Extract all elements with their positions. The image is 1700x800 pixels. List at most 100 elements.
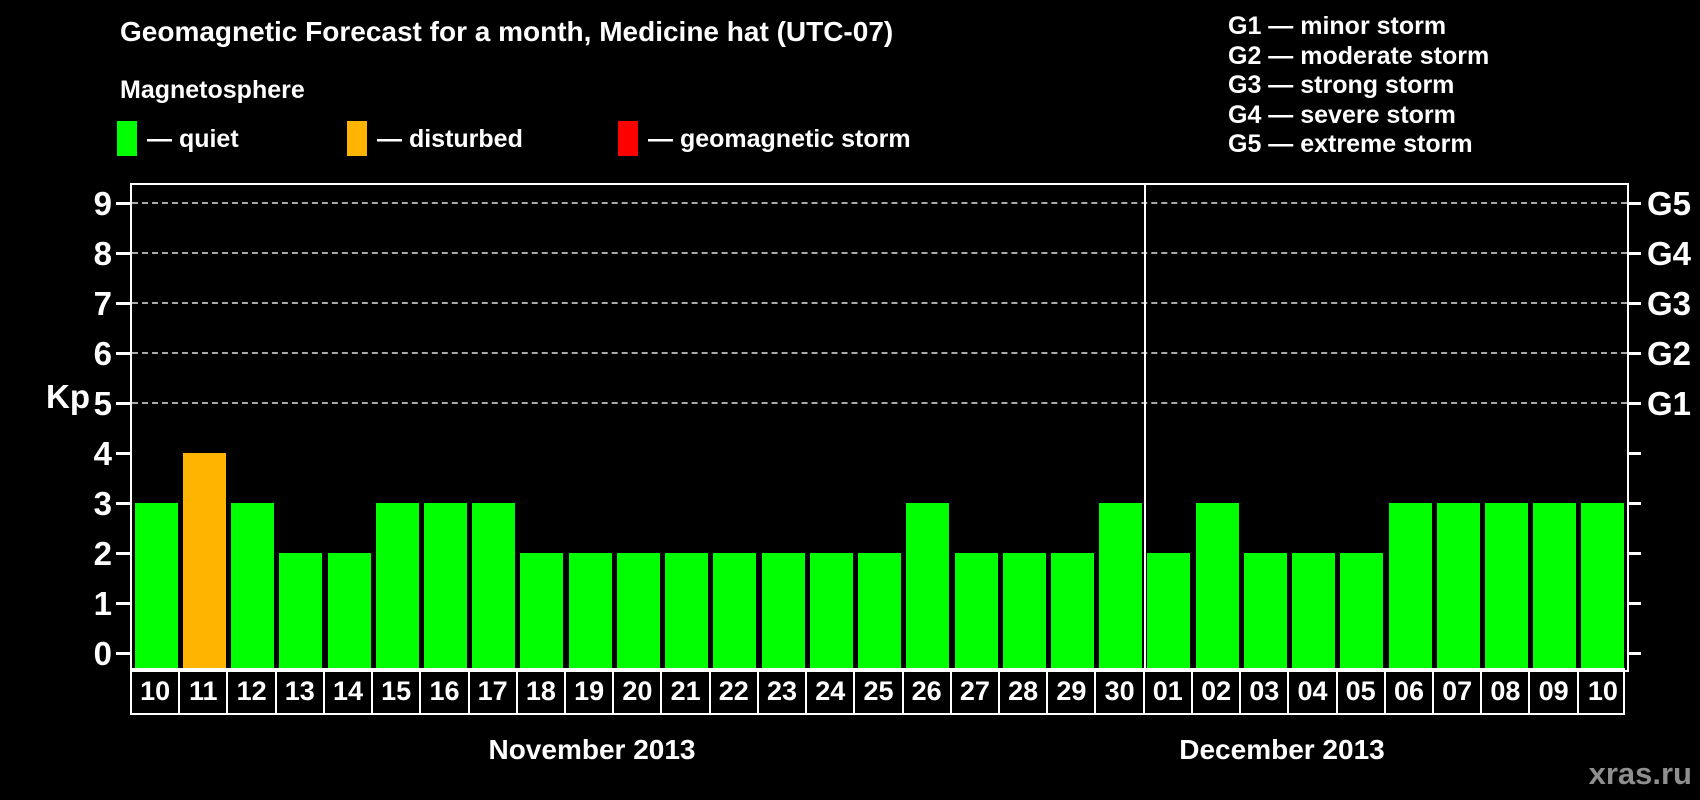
right-axis-tick: [1627, 202, 1641, 205]
date-cell: 23: [759, 670, 808, 713]
date-cell: 01: [1145, 670, 1193, 713]
date-cell: 24: [807, 670, 856, 713]
kp-bar: [1388, 503, 1432, 670]
date-cell: 20: [614, 670, 663, 713]
date-cell: 30: [1097, 670, 1145, 713]
kp-bar: [906, 503, 950, 670]
date-cell: 13: [277, 670, 325, 713]
gridline: [132, 252, 1627, 254]
g-scale-legend-line: G1 — minor storm: [1228, 12, 1447, 40]
y-axis-title: Kp: [46, 378, 90, 415]
kp-bar: [1581, 503, 1625, 670]
g-scale-legend-line: G5 — extreme storm: [1228, 130, 1473, 158]
kp-bar: [809, 553, 853, 670]
g-level-label: G1: [1647, 385, 1692, 422]
kp-bar: [1002, 553, 1046, 670]
y-tick-label: 9: [93, 185, 112, 222]
month-label-december: December 2013: [1179, 734, 1385, 765]
date-cell: 18: [518, 670, 566, 713]
storm-legend-swatch: [618, 121, 638, 156]
kp-bar: [182, 453, 226, 670]
date-cell: 29: [1048, 670, 1097, 713]
kp-bar: [231, 503, 275, 670]
date-cell: 22: [711, 670, 759, 713]
kp-bar: [1533, 503, 1577, 670]
date-cell: 28: [1000, 670, 1049, 713]
y-axis-tick: [116, 502, 130, 505]
y-tick-label: 5: [93, 385, 112, 422]
kp-bar: [1484, 503, 1528, 670]
g-scale-legend-line: G4 — severe storm: [1228, 100, 1456, 129]
y-tick-label: 1: [93, 585, 112, 622]
date-cell: 07: [1434, 670, 1483, 713]
date-cell: 11: [180, 670, 229, 713]
date-cell: 26: [904, 670, 952, 713]
date-cell: 15: [373, 670, 422, 713]
date-cell: 14: [325, 670, 374, 713]
right-axis-tick: [1627, 402, 1641, 405]
y-axis-tick: [116, 302, 130, 305]
right-axis-tick: [1627, 602, 1641, 605]
kp-bar: [1099, 503, 1143, 670]
gridline: [132, 202, 1627, 204]
g-scale-legend-line: G3 — strong storm: [1228, 71, 1455, 99]
y-axis-tick: [116, 452, 130, 455]
kp-bar: [472, 503, 516, 670]
right-axis-tick: [1627, 452, 1641, 455]
quiet-legend-label: — quiet: [147, 125, 239, 153]
date-cell: 09: [1531, 670, 1579, 713]
date-cell: 27: [952, 670, 1000, 713]
gridline: [132, 402, 1627, 404]
kp-bar: [858, 553, 901, 670]
date-cell: 17: [470, 670, 518, 713]
disturbed-legend-label: — disturbed: [377, 125, 523, 153]
g-level-label: G3: [1647, 285, 1692, 322]
storm-legend-label: — geomagnetic storm: [648, 125, 911, 153]
kp-bar: [616, 553, 660, 670]
right-axis-tick: [1627, 652, 1641, 655]
kp-bar: [713, 553, 757, 670]
kp-bar: [1195, 503, 1239, 670]
quiet-legend-swatch: [117, 121, 137, 156]
plot-area: 0 1 2 3 4 5 6 7 8 9 G1 G2 G3 G4 G5: [94, 183, 1691, 672]
month-separator-line: [1143, 185, 1146, 670]
date-cell: 04: [1289, 670, 1338, 713]
month-label-november: November 2013: [488, 734, 696, 765]
kp-bar: [665, 553, 709, 670]
kp-bar: [520, 553, 564, 670]
kp-bar: [327, 553, 371, 670]
right-axis-tick: [1627, 552, 1641, 555]
gridline: [132, 302, 1627, 304]
date-cell: 10: [1587, 676, 1618, 706]
disturbed-legend-swatch: [347, 121, 367, 156]
y-tick-label: 6: [93, 335, 112, 372]
date-cell: 08: [1482, 670, 1531, 713]
magnetosphere-legend-heading: Magnetosphere: [120, 76, 305, 104]
kp-bar: [375, 503, 419, 670]
right-axis-tick: [1627, 502, 1641, 505]
y-tick-label: 8: [93, 235, 112, 272]
y-tick-label: 2: [93, 535, 112, 572]
y-tick-label: 4: [93, 435, 112, 472]
date-cell: 16: [421, 670, 470, 713]
kp-bar: [761, 553, 805, 670]
y-axis-tick: [116, 202, 130, 205]
date-cell: 25: [855, 670, 904, 713]
kp-bar: [1436, 503, 1480, 670]
right-axis-tick: [1627, 302, 1641, 305]
kp-bar: [1340, 553, 1384, 670]
right-axis-tick: [1627, 252, 1641, 255]
kp-bar: [424, 503, 467, 670]
kp-bar: [1243, 553, 1287, 670]
right-axis-tick: [1627, 352, 1641, 355]
kp-bar: [1292, 553, 1335, 670]
kp-bar: [568, 553, 612, 670]
g-level-label: G5: [1647, 185, 1692, 222]
g-level-label: G2: [1647, 335, 1692, 372]
g-scale-legend-line: G2 — moderate storm: [1228, 41, 1490, 70]
date-cell: 03: [1241, 670, 1290, 713]
kp-bar: [134, 503, 178, 670]
kp-bar: [279, 553, 323, 670]
y-axis-tick: [116, 602, 130, 605]
date-cell: 12: [229, 670, 277, 713]
